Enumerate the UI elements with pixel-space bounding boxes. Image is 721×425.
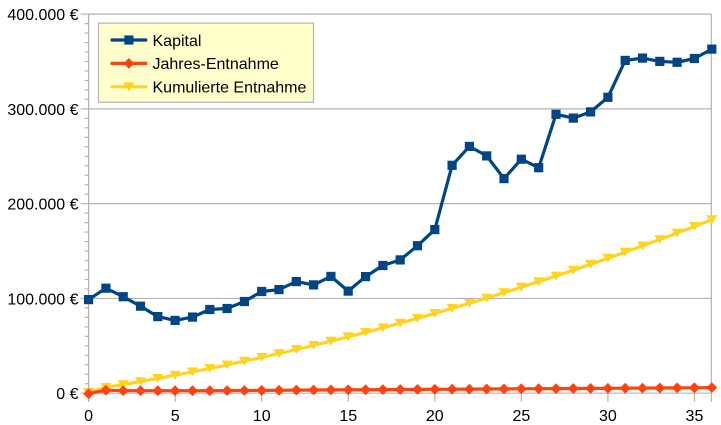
svg-text:10: 10 bbox=[253, 408, 271, 425]
svg-text:35: 35 bbox=[686, 408, 704, 425]
svg-text:0: 0 bbox=[84, 408, 93, 425]
svg-text:20: 20 bbox=[426, 408, 444, 425]
svg-text:400.000 €: 400.000 € bbox=[7, 7, 78, 24]
svg-text:Kapital: Kapital bbox=[153, 33, 202, 50]
svg-text:5: 5 bbox=[171, 408, 180, 425]
svg-text:0 €: 0 € bbox=[56, 386, 78, 403]
svg-text:300.000 €: 300.000 € bbox=[7, 102, 78, 119]
svg-text:Jahres-Entnahme: Jahres-Entnahme bbox=[153, 56, 279, 73]
svg-text:30: 30 bbox=[599, 408, 617, 425]
svg-text:15: 15 bbox=[339, 408, 357, 425]
svg-text:200.000 €: 200.000 € bbox=[7, 197, 78, 214]
svg-text:100.000 €: 100.000 € bbox=[7, 291, 78, 308]
svg-text:Kumulierte Entnahme: Kumulierte Entnahme bbox=[153, 80, 307, 97]
svg-text:25: 25 bbox=[512, 408, 530, 425]
